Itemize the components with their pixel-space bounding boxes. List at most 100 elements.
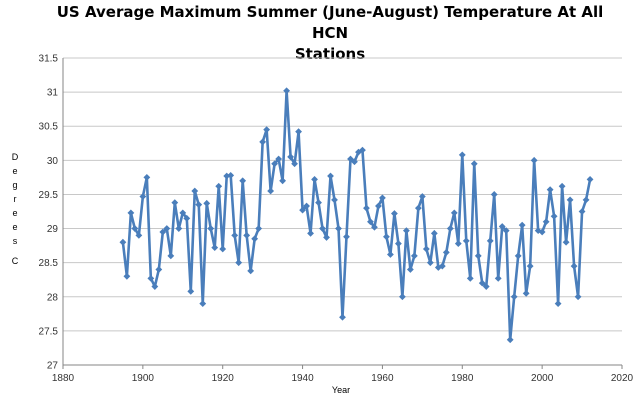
data-point-marker: [482, 283, 490, 290]
data-point-marker: [566, 196, 574, 204]
data-series: [119, 87, 594, 344]
data-point-marker: [371, 223, 378, 231]
x-tick-label: 1920: [212, 373, 235, 384]
data-point-marker: [470, 160, 478, 168]
data-point-marker: [311, 176, 318, 183]
y-axis-title-letter: C: [12, 256, 19, 266]
y-tick-label: 27: [47, 361, 59, 372]
y-axis-title-letter: e: [12, 222, 17, 232]
data-point-marker: [167, 252, 175, 260]
data-point-marker: [570, 262, 578, 270]
y-axis-title-letter: r: [14, 194, 17, 204]
data-point-marker: [538, 228, 546, 236]
data-point-marker: [554, 300, 562, 307]
data-point-marker: [522, 289, 530, 297]
data-point-marker: [219, 245, 227, 253]
data-point-marker: [367, 218, 374, 226]
data-point-marker: [510, 293, 518, 301]
data-point-marker: [203, 199, 211, 207]
y-tick-label: 27.5: [39, 326, 59, 337]
data-point-marker: [542, 218, 550, 226]
data-point-marker: [343, 233, 350, 241]
data-point-marker: [299, 206, 306, 214]
data-point-marker: [410, 252, 418, 260]
data-point-marker: [119, 238, 127, 246]
data-point-marker: [295, 128, 302, 136]
data-point-marker: [530, 156, 538, 164]
data-point-marker: [582, 196, 590, 204]
data-point-marker: [387, 251, 394, 258]
data-point-marker: [199, 300, 207, 307]
data-point-marker: [438, 262, 446, 270]
data-point-marker: [303, 202, 310, 210]
data-point-marker: [363, 204, 370, 212]
x-tick-label: 1900: [132, 373, 155, 384]
data-point-marker: [414, 204, 422, 212]
data-point-marker: [526, 262, 534, 270]
data-point-marker: [430, 229, 438, 237]
data-point-marker: [127, 209, 135, 217]
data-point-marker: [518, 221, 526, 229]
y-axis-title-letter: e: [12, 208, 17, 218]
data-point-marker: [227, 171, 235, 179]
data-point-marker: [159, 228, 167, 236]
data-point-marker: [319, 225, 326, 232]
data-point-marker: [558, 182, 566, 190]
data-point-marker: [347, 155, 354, 163]
data-point-marker: [123, 272, 131, 280]
data-point-marker: [359, 146, 366, 154]
data-point-marker: [307, 229, 314, 237]
data-point-marker: [422, 245, 430, 253]
x-tick-label: 1980: [451, 373, 474, 384]
data-point-marker: [462, 237, 470, 245]
data-point-marker: [514, 252, 522, 260]
data-point-marker: [211, 244, 219, 252]
data-point-marker: [562, 238, 570, 246]
data-point-marker: [406, 266, 414, 273]
x-tick-label: 2020: [611, 373, 634, 384]
chart-title-line-1: US Average Maximum Summer (June-August) …: [56, 3, 604, 42]
x-tick-label: 2000: [531, 373, 554, 384]
data-point-marker: [442, 249, 450, 256]
data-point-marker: [486, 237, 494, 245]
data-point-marker: [474, 252, 482, 260]
data-point-marker: [490, 191, 498, 198]
data-point-marker: [375, 202, 382, 210]
data-point-marker: [339, 313, 346, 321]
data-point-marker: [239, 177, 247, 185]
data-point-marker: [395, 240, 402, 247]
gridlines: [63, 57, 622, 332]
data-point-marker: [494, 274, 502, 282]
data-point-marker: [151, 283, 159, 290]
data-point-marker: [131, 225, 139, 232]
data-point-marker: [327, 172, 334, 180]
y-tick-labels: 27 27.5 28 28.5 29 29.5 30 30.5 31 31.5: [39, 54, 59, 372]
data-point-marker: [139, 193, 147, 200]
x-tick-label: 1960: [371, 373, 394, 384]
data-point-marker: [247, 267, 255, 275]
data-point-marker: [550, 212, 558, 220]
data-point-marker: [379, 194, 386, 202]
data-point-marker: [243, 231, 251, 239]
data-point-marker: [171, 199, 179, 207]
data-point-marker: [498, 223, 506, 230]
data-point-marker: [446, 225, 454, 232]
data-point-marker: [454, 240, 462, 247]
data-point-marker: [335, 225, 342, 232]
data-point-marker: [502, 227, 510, 235]
data-point-marker: [143, 173, 151, 181]
y-axis-title-letter: D: [12, 152, 19, 162]
data-point-marker: [263, 126, 271, 134]
data-point-marker: [402, 227, 410, 235]
x-tick-label: 1940: [291, 373, 314, 384]
data-point-marker: [586, 176, 594, 183]
data-point-marker: [187, 287, 195, 295]
x-tick-labels: 1880 1900 1920 1940 1960 1980 2000 2020: [52, 373, 634, 384]
y-tick-label: 29: [47, 224, 59, 235]
x-axis-title: Year: [332, 385, 350, 395]
data-point-marker: [291, 160, 298, 168]
data-point-marker: [175, 225, 183, 232]
data-point-marker: [546, 186, 554, 194]
y-tick-label: 31: [47, 88, 59, 99]
data-point-marker: [450, 209, 458, 217]
